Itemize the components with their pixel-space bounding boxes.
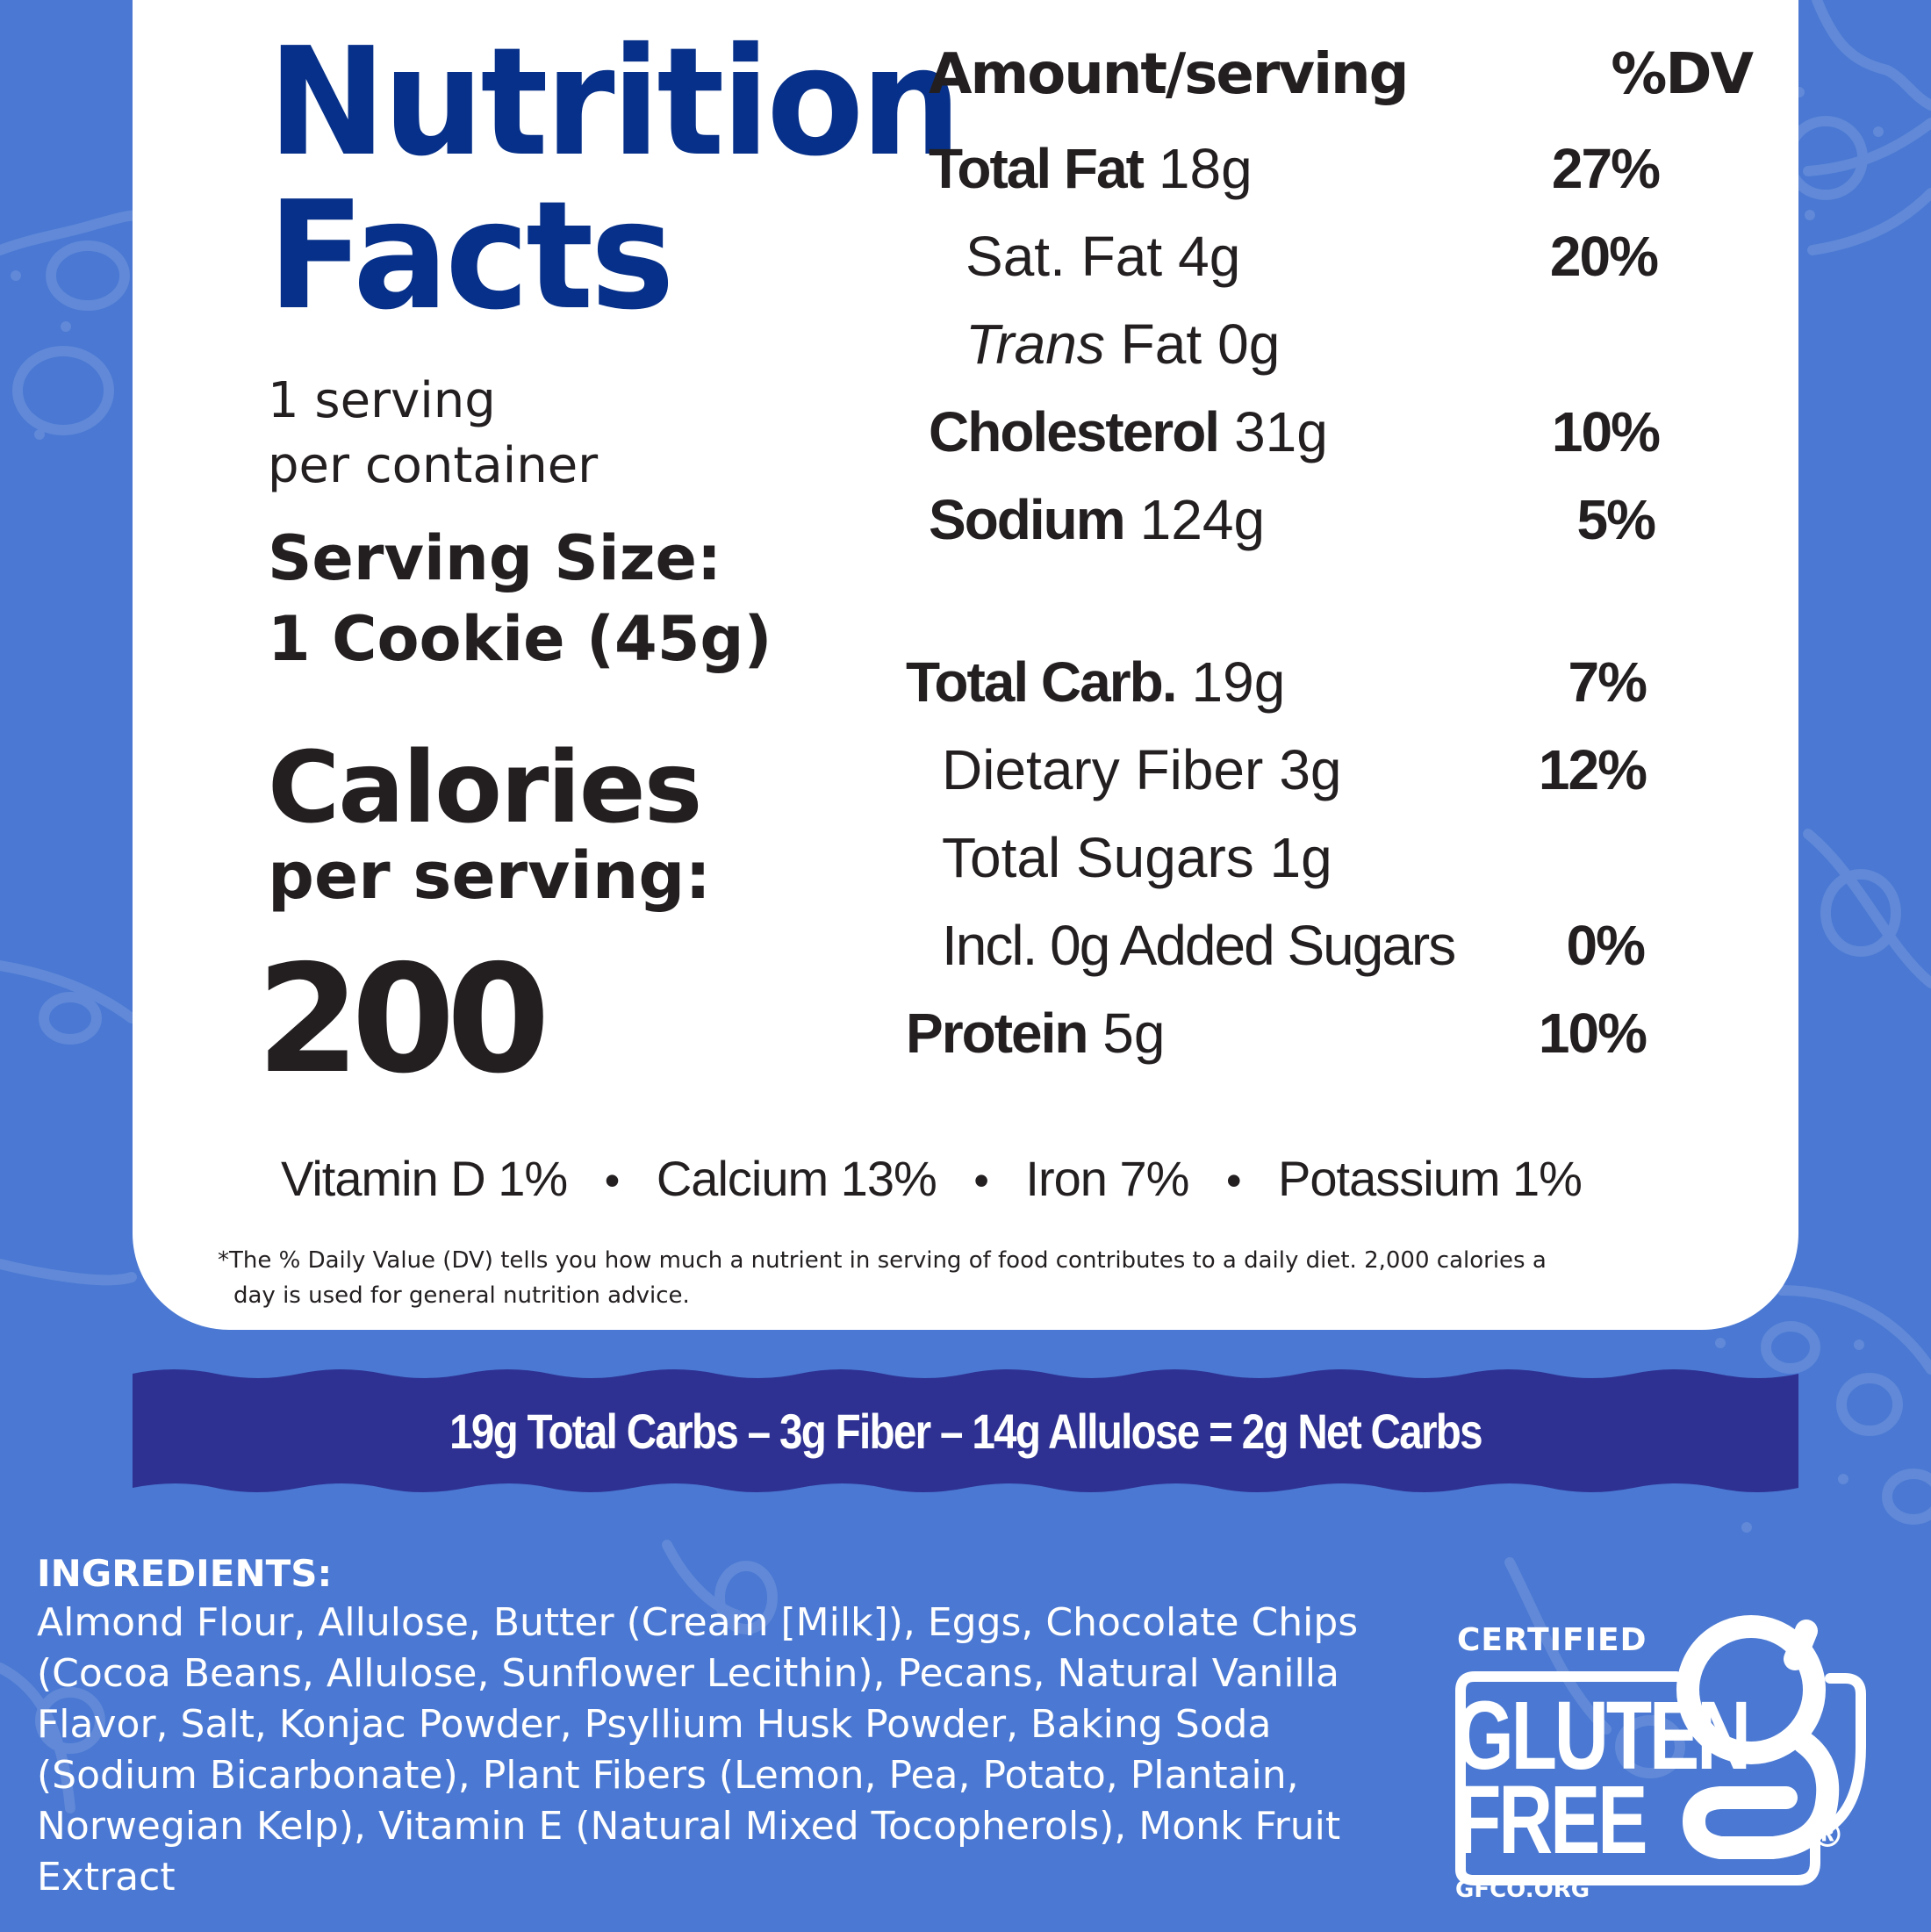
nutrient-row-total-fat: Total Fat 18g [929,136,1253,206]
nutrient-dv-total-fat: 27% [1551,137,1661,200]
vitamin-d: Vitamin D 1% [281,1151,568,1206]
daily-value-header: %DV [1611,42,1754,107]
nutrient-dv-added-sugars: 0% [1566,914,1647,977]
nutrient-dv-protein: 10% [1538,1002,1647,1065]
gfco-url: GFCO.ORG [1455,1877,1590,1903]
disclaimer-line-1: *The % Daily Value (DV) tells you how mu… [218,1247,1547,1274]
nutrient-dv-total-carb: 7% [1568,650,1648,714]
nutrient-dv-cholesterol: 10% [1551,400,1661,463]
gluten-free-g-icon [1455,1615,1866,1885]
nutrient-amount: 19g [1191,650,1286,714]
net-carbs-equation: 19g Total Carbs – 3g Fiber – 14g Allulos… [449,1403,1483,1459]
gf-gluten-free-text: GLUTEN FREE [1455,1682,1751,1874]
nutrition-facts-title: Nutrition Facts [268,16,961,343]
nutrient-amount: 124g [1139,488,1266,551]
nutrient-table-header: Amount/serving %DV [929,42,1754,112]
serving-size-label: Serving Size: [268,522,721,594]
nutrient-row-sat-fat: Sat. Fat 4g [966,224,1240,294]
nutrient-name: Incl. 0g Added Sugars [942,914,1456,977]
nutrient-name: Total Carb. [906,650,1177,714]
nutrient-amount: 5g [1102,1002,1166,1065]
bullet-separator: • [604,1156,620,1205]
registered-trademark-icon: ® [1810,1815,1845,1856]
gf-line-free: FREE [1455,1766,1647,1874]
iron: Iron 7% [1025,1151,1189,1206]
nutrient-dv-sat-fat: 20% [1549,225,1659,288]
nutrient-amount: 1g [1269,826,1332,889]
title-line-1: Nutrition [268,16,961,190]
title-line-2: Facts [268,169,675,343]
nutrient-dv-sodium: 5% [1576,488,1657,551]
nutrient-name: Protein [906,1002,1088,1065]
nutrient-name: Cholesterol [929,400,1220,463]
nutrient-name: Sat. Fat [966,225,1163,288]
calories-per-serving-label: per serving: [268,838,711,914]
calcium: Calcium 13% [656,1151,937,1206]
nutrient-name: Trans [966,312,1105,376]
nutrient-name: Total Fat [929,137,1145,200]
servings-line-1: 1 serving [268,372,496,429]
nutrient-amount: 18g [1158,137,1253,200]
servings-line-2: per container [268,437,599,494]
net-carbs-banner-shape [133,1369,1798,1492]
nutrient-row-total-carb: Total Carb. 19g [906,650,1285,720]
bullet-separator: • [1225,1156,1241,1205]
nutrient-amount: 31g [1234,400,1328,463]
nutrient-amount: 4g [1178,225,1241,288]
ingredients-title: INGREDIENTS: [37,1552,333,1595]
nutrient-amount: 3g [1279,738,1342,801]
nutrient-name-suffix: Fat [1120,312,1202,376]
servings-per-container: 1 serving per container [268,369,598,499]
gf-line-gluten: GLUTEN [1455,1682,1751,1790]
calories-value: 200 [256,933,550,1107]
nutrient-name: Sodium [929,488,1126,551]
ingredients-list: Almond Flour, Allulose, Butter (Cream [M… [37,1600,1359,1900]
nutrient-row-sodium: Sodium 124g [929,487,1265,557]
nutrient-name: Dietary Fiber [942,738,1264,801]
nutrient-row-protein: Protein 5g [906,1001,1165,1071]
daily-value-disclaimer: *The % Daily Value (DV) tells you how mu… [218,1243,1710,1313]
nutrient-row-cholesterol: Cholesterol 31g [929,399,1328,470]
amount-per-serving-header: Amount/serving [929,42,1409,107]
vitamins-minerals-row: Vitamin D 1% • Calcium 13% • Iron 7% • P… [281,1150,1583,1207]
potassium: Potassium 1% [1278,1151,1583,1206]
disclaimer-line-2: day is used for general nutrition advice… [233,1282,690,1309]
nutrient-row-trans-fat: Trans Fat 0g [966,312,1280,382]
nutrient-row-added-sugars: Incl. 0g Added Sugars [942,913,1456,983]
nutrient-name: Total Sugars [942,826,1254,889]
nutrition-facts-card [133,0,1798,1330]
calories-label: Calories [268,731,702,845]
bullet-separator: • [973,1156,988,1205]
gf-certified-text: CERTIFIED [1457,1622,1647,1658]
serving-size-value: 1 Cookie (45g) [268,603,772,675]
nutrient-amount: 0g [1217,312,1281,376]
nutrient-dv-dietary-fiber: 12% [1538,738,1647,801]
nutrient-row-dietary-fiber: Dietary Fiber 3g [942,737,1342,808]
serving-size: Serving Size: 1 Cookie (45g) [268,518,772,679]
nutrient-row-total-sugars: Total Sugars 1g [942,825,1332,895]
